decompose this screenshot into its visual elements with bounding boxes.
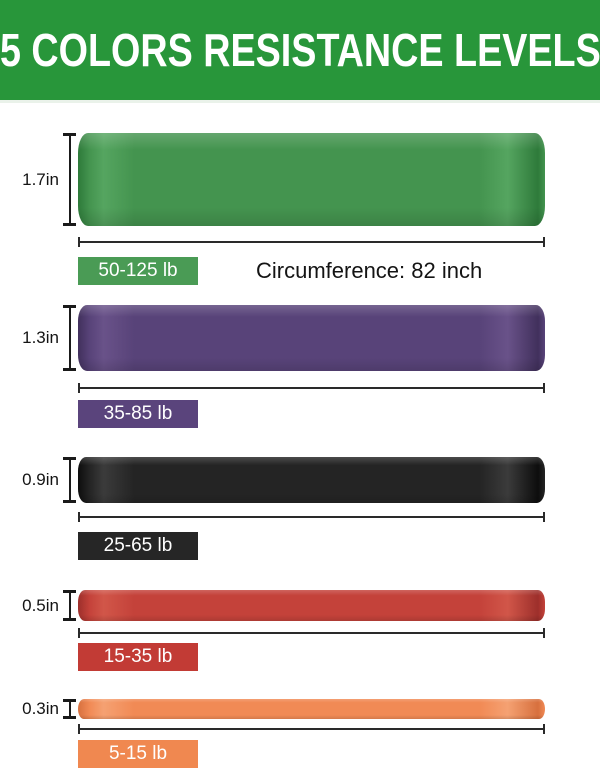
- height-measure-bracket: [63, 133, 76, 226]
- length-measure-line: [78, 383, 545, 393]
- height-measure-bracket: [63, 590, 76, 621]
- length-measure-line: [78, 512, 545, 522]
- band-height-label: 0.5in: [22, 595, 59, 615]
- band-height-label: 0.9in: [22, 470, 59, 489]
- resistance-band-black: [78, 457, 545, 503]
- length-measure-line: [78, 628, 545, 638]
- height-measure-bracket: [63, 305, 76, 371]
- resistance-band-green: [78, 133, 545, 226]
- band-height-label: 1.3in: [22, 328, 59, 347]
- band-height-label: 0.3in: [22, 699, 59, 718]
- resistance-band-purple: [78, 305, 545, 371]
- band-height-label: 1.7in: [22, 169, 59, 189]
- length-measure-line: [78, 237, 545, 247]
- resistance-band-red: [78, 590, 545, 621]
- weight-range-badge: 15-35 lb: [78, 643, 198, 671]
- page-title: 5 COLORS RESISTANCE LEVELS: [0, 24, 600, 76]
- length-measure-line: [78, 724, 545, 734]
- weight-range-badge: 5-15 lb: [78, 740, 198, 768]
- weight-range-badge: 25-65 lb: [78, 532, 198, 560]
- header-banner: 5 COLORS RESISTANCE LEVELS: [0, 0, 600, 103]
- weight-range-badge: 35-85 lb: [78, 400, 198, 428]
- circumference-note: Circumference: 82 inch: [256, 258, 483, 283]
- weight-range-badge: 50-125 lb: [78, 257, 198, 285]
- height-measure-bracket: [63, 699, 76, 719]
- resistance-band-orange: [78, 699, 545, 719]
- height-measure-bracket: [63, 457, 76, 503]
